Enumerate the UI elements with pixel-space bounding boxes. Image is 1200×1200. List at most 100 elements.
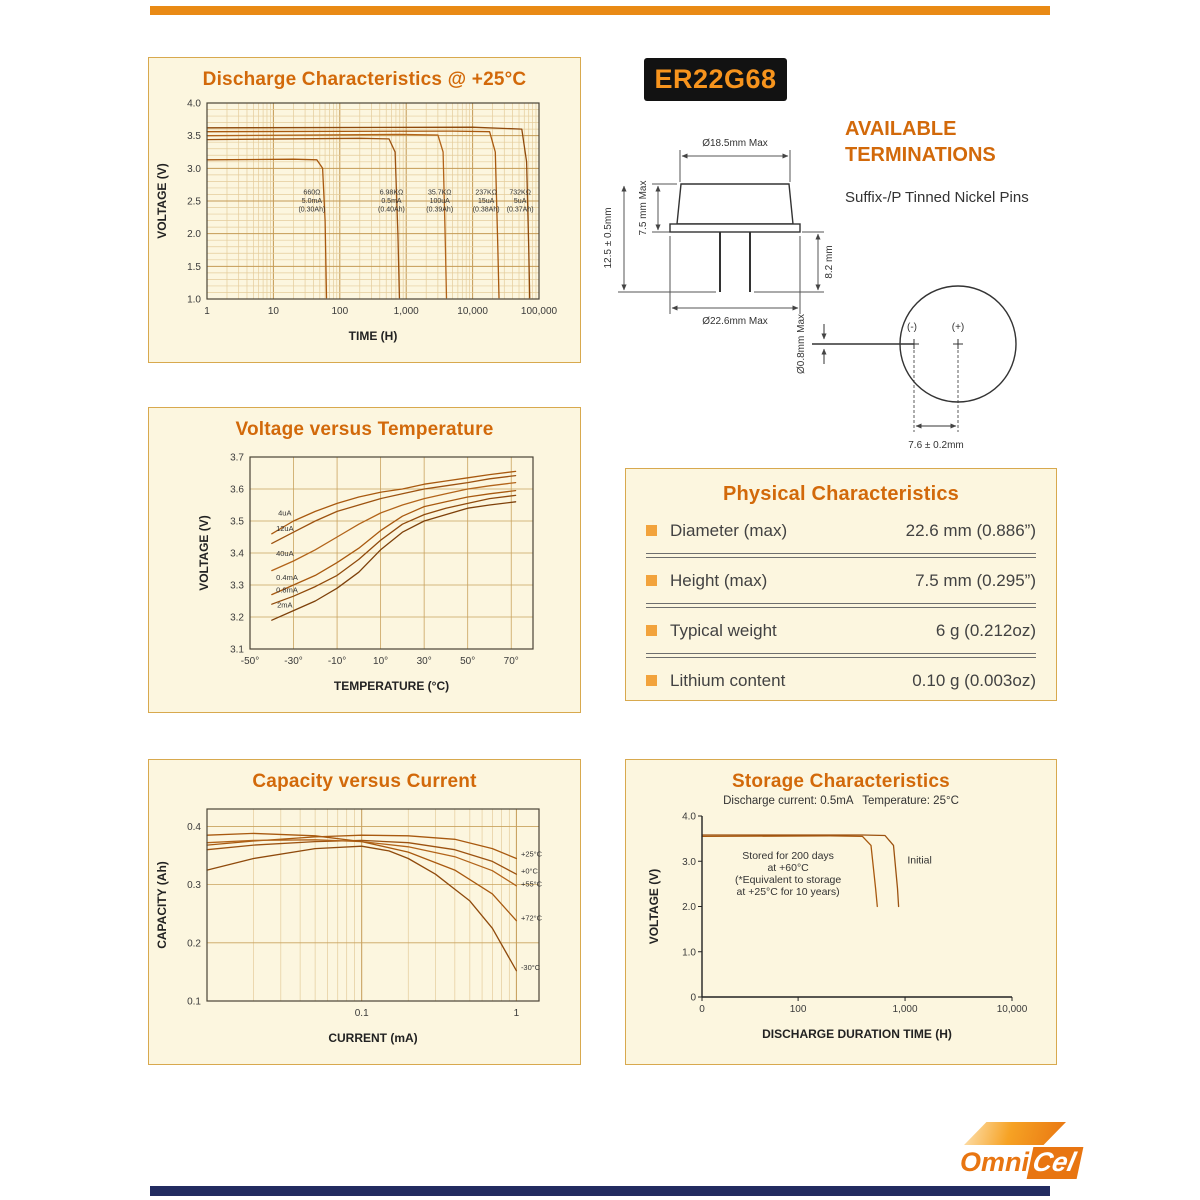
svg-text:0.2: 0.2: [187, 938, 201, 949]
svg-text:CURRENT (mA): CURRENT (mA): [328, 1031, 417, 1045]
dim-can-height-label: 7.5 mm Max: [638, 180, 649, 235]
dim-top-diameter-label: Ø18.5mm Max: [702, 138, 768, 149]
dim-total-height-label: 12.5 ± 0.5mm: [603, 207, 614, 268]
svg-text:2.5: 2.5: [187, 197, 201, 208]
separator: [646, 653, 1036, 658]
bullet-icon: [646, 575, 657, 586]
svg-text:VOLTAGE (V): VOLTAGE (V): [155, 163, 169, 239]
terminations-title-line2: TERMINATIONS: [845, 144, 996, 166]
svg-text:VOLTAGE (V): VOLTAGE (V): [647, 869, 661, 945]
svg-text:40uA: 40uA: [276, 549, 294, 558]
svg-text:1,000: 1,000: [394, 306, 419, 317]
bullet-icon: [646, 525, 657, 536]
physical-row-value: 22.6 mm (0.886”): [905, 520, 1036, 540]
omnicel-logo: OmniCel: [960, 1122, 1084, 1179]
svg-text:TIME (H): TIME (H): [349, 329, 398, 343]
svg-text:Stored for 200 days: Stored for 200 days: [742, 850, 834, 862]
svg-text:10: 10: [268, 306, 280, 317]
svg-text:3.0: 3.0: [682, 857, 696, 868]
svg-text:0: 0: [690, 993, 696, 1004]
svg-text:-30°: -30°: [284, 656, 302, 667]
svg-text:-50°: -50°: [241, 656, 259, 667]
separator: [646, 603, 1036, 608]
physical-row-value: 6 g (0.212oz): [935, 620, 1036, 640]
svg-text:10,000: 10,000: [457, 306, 488, 317]
dim-flange-diameter-label: Ø22.6mm Max: [702, 316, 768, 327]
svg-text:Initial: Initial: [907, 855, 932, 867]
physical-row-height: Height (max) 7.5 mm (0.295”): [646, 558, 1036, 603]
svg-text:0.1: 0.1: [355, 1008, 369, 1019]
svg-text:3.7: 3.7: [230, 453, 244, 464]
storage-characteristics-panel: Storage Characteristics Discharge curren…: [625, 759, 1057, 1065]
logo-swoosh-shape: [964, 1122, 1066, 1145]
svg-text:(*Equivalent to storage: (*Equivalent to storage: [735, 874, 841, 886]
svg-text:3.5: 3.5: [187, 131, 201, 142]
battery-side-diagram: Ø18.5mm Max 7.5 mm Max 12.5 ± 0.5mm 8.2 …: [603, 138, 835, 327]
storage-chart: 0 100 1,000 10,000 0 1.0 2.0 3.0 4.0 DISCHARGE DU…: [647, 812, 1028, 1042]
positive-terminal-label: (+): [952, 322, 965, 333]
physical-row-label: Height (max): [670, 570, 768, 590]
svg-text:(0.40Ah): (0.40Ah): [378, 206, 405, 213]
dimension-lines: [618, 150, 824, 314]
svg-text:70°: 70°: [504, 656, 519, 667]
svg-text:100: 100: [331, 306, 348, 317]
physical-row-value: 0.10 g (0.003oz): [912, 670, 1036, 690]
physical-row-weight: Typical weight 6 g (0.212oz): [646, 608, 1036, 653]
svg-text:660Ω: 660Ω: [303, 189, 320, 196]
bottom-view-outline: [812, 285, 1017, 432]
svg-text:1,000: 1,000: [893, 1004, 918, 1015]
svg-text:3.5: 3.5: [230, 517, 244, 528]
physical-row-lithium: Lithium content 0.10 g (0.003oz): [646, 658, 1036, 703]
physical-characteristics-panel: Physical Characteristics Diameter (max) …: [625, 468, 1057, 701]
svg-text:3.6: 3.6: [230, 485, 244, 496]
svg-text:2mA: 2mA: [277, 600, 292, 609]
physical-row-label: Lithium content: [670, 670, 786, 690]
physical-row-label: Typical weight: [670, 620, 777, 640]
svg-text:237KΩ: 237KΩ: [475, 189, 497, 196]
bullet-icon: [646, 675, 657, 686]
bullet-icon: [646, 625, 657, 636]
terminations-title: AVAILABLE TERMINATIONS: [845, 116, 1050, 168]
svg-text:at +60°C: at +60°C: [767, 862, 809, 874]
svg-text:6.98KΩ: 6.98KΩ: [380, 189, 404, 196]
svg-text:+55°C: +55°C: [521, 879, 543, 888]
svg-text:2.0: 2.0: [682, 902, 696, 913]
svg-text:(0.37Ah): (0.37Ah): [507, 206, 534, 213]
svg-text:(0.30Ah): (0.30Ah): [298, 206, 325, 213]
svg-text:4.0: 4.0: [682, 812, 696, 823]
dim-pin-length-label: 8.2 mm: [824, 245, 835, 278]
svg-text:12uA: 12uA: [276, 524, 294, 533]
capacity-current-panel: Capacity versus Current 0.1 1 0.1 0.2 0.3 0.4…: [148, 759, 581, 1065]
svg-text:2.0: 2.0: [187, 229, 201, 240]
svg-text:+72°C: +72°C: [521, 914, 543, 923]
svg-text:5uA: 5uA: [514, 198, 527, 205]
svg-text:(0.38Ah): (0.38Ah): [473, 206, 500, 213]
svg-text:3.0: 3.0: [187, 164, 201, 175]
dim-pin-diameter-label: Ø0.8mm Max: [796, 314, 807, 374]
storage-title: Storage Characteristics: [732, 771, 950, 792]
logo-omni-text: Omni: [960, 1147, 1030, 1177]
svg-text:0.4mA: 0.4mA: [276, 573, 298, 582]
separator: [646, 553, 1036, 558]
storage-subtitle: Discharge current: 0.5mA Temperature: 25…: [723, 795, 959, 807]
svg-text:(0.39Ah): (0.39Ah): [426, 206, 453, 213]
voltage-temperature-chart: -50° -30° -10° 10° 30° 50° 70° 3.1 3.2 3.3 3.4 3.5 3…: [197, 453, 534, 693]
svg-text:3.1: 3.1: [230, 645, 244, 656]
model-number-badge: ER22G68: [644, 58, 787, 101]
svg-text:0.8mA: 0.8mA: [276, 585, 298, 594]
logo-cel-text: Cel: [1026, 1147, 1084, 1179]
svg-text:15uA: 15uA: [478, 198, 495, 205]
physical-row-label: Diameter (max): [670, 520, 788, 540]
voltage-temperature-title: Voltage versus Temperature: [235, 419, 494, 440]
svg-text:100,000: 100,000: [521, 306, 558, 317]
svg-text:+25°C: +25°C: [521, 850, 543, 859]
svg-text:50°: 50°: [460, 656, 475, 667]
capacity-current-title: Capacity versus Current: [252, 771, 477, 792]
battery-bottom-view-diagram: (-) (+) Ø0.8mm Max 7.6 ± 0.2mm: [796, 285, 1017, 451]
physical-row-diameter: Diameter (max) 22.6 mm (0.886”): [646, 508, 1036, 553]
svg-text:TEMPERATURE (°C): TEMPERATURE (°C): [334, 679, 449, 693]
svg-text:1: 1: [514, 1008, 520, 1019]
top-rule: [150, 6, 1050, 15]
svg-text:30°: 30°: [417, 656, 432, 667]
